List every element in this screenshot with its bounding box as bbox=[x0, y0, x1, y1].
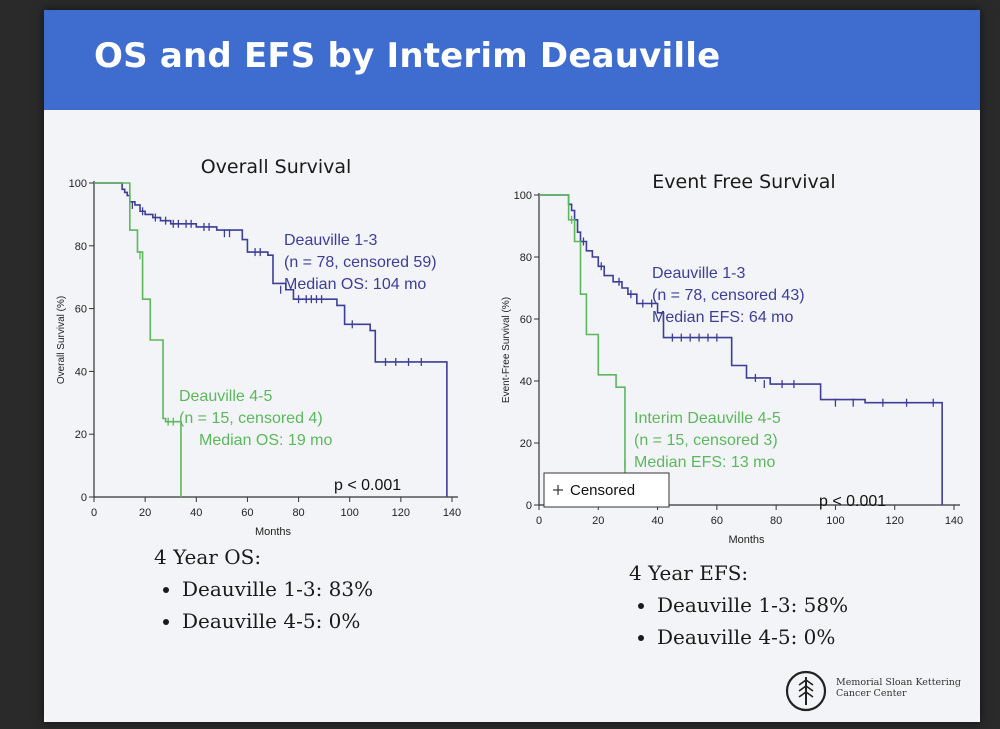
series-line-deauville-4-5 bbox=[94, 182, 182, 497]
x-tick-label: 40 bbox=[190, 507, 202, 519]
x-axis-label: Months bbox=[728, 534, 765, 546]
series-annotation: Deauville 4-5 bbox=[179, 388, 272, 405]
x-tick-label: 0 bbox=[91, 507, 97, 519]
y-tick-label: 0 bbox=[526, 500, 532, 512]
msk-logo-text: Memorial Sloan Kettering Cancer Center bbox=[836, 677, 966, 699]
efs-summary-item: Deauville 1-3: 58% bbox=[657, 593, 848, 617]
x-tick-label: 0 bbox=[536, 515, 542, 527]
os-summary: 4 Year OS: Deauville 1-3: 83% Deauville … bbox=[154, 545, 373, 641]
series-annotation: (n = 15, censored 4) bbox=[179, 410, 323, 427]
y-tick-label: 20 bbox=[75, 429, 87, 441]
x-tick-label: 40 bbox=[651, 515, 663, 527]
y-tick-label: 40 bbox=[520, 376, 532, 388]
os-summary-list: Deauville 1-3: 83% Deauville 4-5: 0% bbox=[154, 577, 373, 633]
x-tick-label: 20 bbox=[592, 515, 604, 527]
x-tick-label: 80 bbox=[292, 507, 304, 519]
y-tick-label: 40 bbox=[75, 366, 87, 378]
os-summary-item: Deauville 1-3: 83% bbox=[182, 577, 373, 601]
series-annotation: (n = 78, censored 43) bbox=[652, 287, 805, 304]
p-value: p < 0.001 bbox=[819, 493, 886, 510]
y-tick-label: 0 bbox=[81, 492, 87, 504]
os-summary-title: 4 Year OS: bbox=[154, 545, 262, 569]
x-tick-label: 120 bbox=[392, 507, 410, 519]
series-line-deauville-4-5 bbox=[539, 194, 626, 505]
series-annotation: Median EFS: 64 mo bbox=[652, 309, 794, 326]
x-tick-label: 120 bbox=[886, 515, 904, 527]
y-tick-label: 80 bbox=[75, 241, 87, 253]
series-annotation: Interim Deauville 4-5 bbox=[634, 410, 781, 427]
y-axis-label: Event-Free Survival (%) bbox=[501, 297, 512, 403]
series-annotation: Median OS: 19 mo bbox=[199, 432, 333, 449]
series-annotation: (n = 78, censored 59) bbox=[284, 254, 437, 271]
chart-title: Overall Survival bbox=[201, 156, 352, 178]
y-tick-label: 20 bbox=[520, 438, 532, 450]
y-tick-label: 100 bbox=[69, 178, 87, 190]
msk-logo: Memorial Sloan Kettering Cancer Center bbox=[784, 665, 974, 720]
slide-title: OS and EFS by Interim Deauville bbox=[94, 36, 721, 76]
x-tick-label: 60 bbox=[711, 515, 723, 527]
y-tick-label: 60 bbox=[75, 304, 87, 316]
x-tick-label: 100 bbox=[826, 515, 844, 527]
msk-logo-name2: Cancer Center bbox=[836, 688, 907, 699]
msk-logo-icon bbox=[785, 670, 827, 712]
title-bar: OS and EFS by Interim Deauville bbox=[44, 10, 980, 110]
series-annotation: Deauville 1-3 bbox=[652, 265, 745, 282]
efs-summary-item: Deauville 4-5: 0% bbox=[657, 625, 848, 649]
x-tick-label: 60 bbox=[241, 507, 253, 519]
x-axis-label: Months bbox=[255, 526, 292, 538]
overall-survival-chart: Overall Survival 0 20 40 60 80 100 0 20 40 60 80 100… bbox=[56, 156, 461, 538]
y-tick-label: 60 bbox=[520, 314, 532, 326]
y-axis-label: Overall Survival (%) bbox=[56, 296, 67, 384]
slide: OS and EFS by Interim Deauville Overall … bbox=[44, 10, 980, 722]
series-annotation: Median EFS: 13 mo bbox=[634, 454, 776, 471]
x-tick-label: 20 bbox=[139, 507, 151, 519]
series-line-deauville-1-3 bbox=[94, 182, 448, 497]
series-annotation: Median OS: 104 mo bbox=[284, 276, 426, 293]
x-tick-label: 80 bbox=[770, 515, 782, 527]
os-summary-item: Deauville 4-5: 0% bbox=[182, 609, 373, 633]
efs-summary-list: Deauville 1-3: 58% Deauville 4-5: 0% bbox=[629, 593, 848, 649]
efs-summary: 4 Year EFS: Deauville 1-3: 58% Deauville… bbox=[629, 561, 848, 657]
y-tick-label: 80 bbox=[520, 252, 532, 264]
x-tick-label: 140 bbox=[945, 515, 963, 527]
series-annotation: (n = 15, censored 3) bbox=[634, 432, 778, 449]
series-annotation: Deauville 1-3 bbox=[284, 232, 377, 249]
event-free-survival-chart: Event Free Survival 0 20 40 60 80 100 0 20 40 60 80… bbox=[501, 171, 963, 546]
x-tick-label: 100 bbox=[341, 507, 359, 519]
msk-logo-name: Memorial Sloan Kettering bbox=[836, 677, 961, 688]
x-tick-label: 140 bbox=[443, 507, 461, 519]
y-tick-label: 100 bbox=[514, 190, 532, 202]
legend-label: Censored bbox=[570, 482, 635, 499]
p-value: p < 0.001 bbox=[334, 477, 401, 494]
legend-box bbox=[543, 472, 670, 508]
chart-title: Event Free Survival bbox=[652, 171, 835, 193]
efs-summary-title: 4 Year EFS: bbox=[629, 561, 749, 585]
